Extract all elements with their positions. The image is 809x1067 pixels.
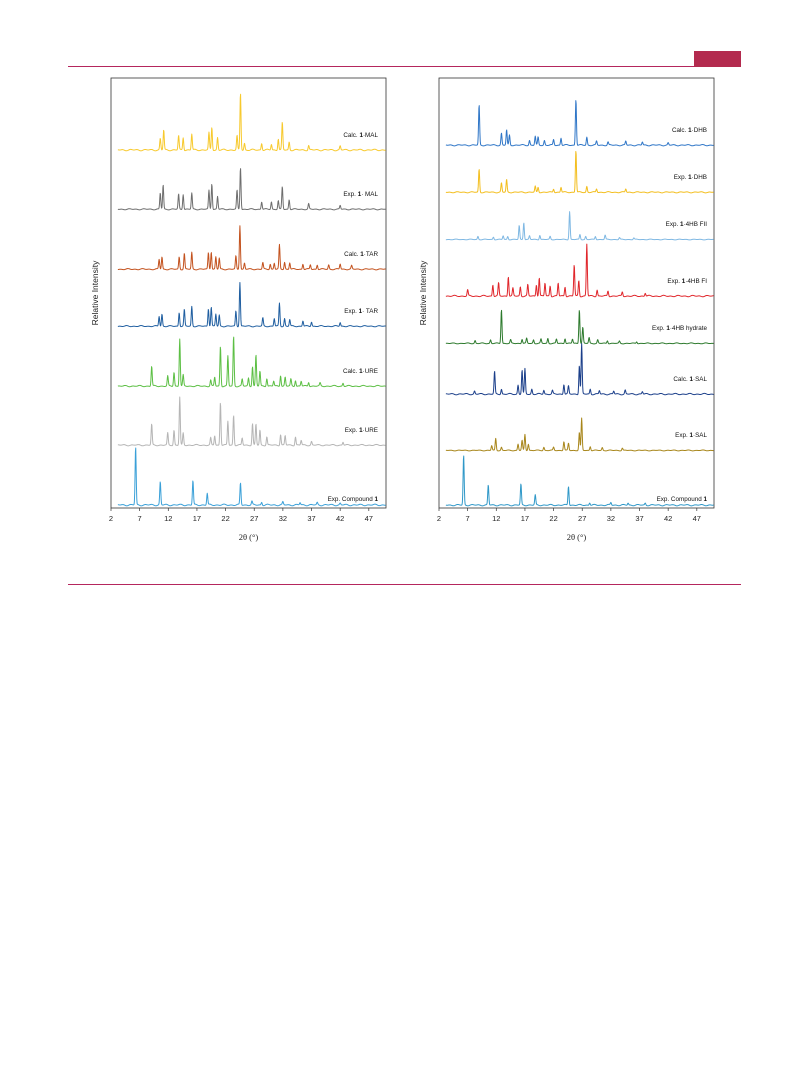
trace-label: Exp. Compound 1	[328, 496, 379, 503]
x-tick-label: 2	[109, 514, 113, 523]
x-tick-label: 7	[466, 514, 470, 523]
x-axis-title: 2θ (°)	[567, 532, 587, 542]
trace-1-5	[445, 343, 714, 396]
trace-label: Calc. 1·DHB	[672, 127, 707, 134]
trace-0-6	[117, 447, 386, 507]
x-tick-label: 32	[279, 514, 287, 523]
trace-1-6	[445, 417, 714, 452]
trace-0-0	[117, 93, 386, 152]
trace-0-4	[117, 336, 386, 388]
trace-0-5	[117, 396, 386, 447]
trace-label: Calc. 1·URE	[343, 368, 378, 375]
trace-label: Exp. 1· TAR	[344, 308, 378, 315]
trace-label: Calc. 1·MAL	[343, 132, 378, 139]
trace-label: Calc. 1·TAR	[344, 251, 378, 258]
plot-frame	[438, 77, 715, 509]
trace-label: Calc. 1·SAL	[673, 376, 707, 383]
trace-1-4	[445, 309, 714, 345]
x-tick-label: 17	[521, 514, 529, 523]
plot-frame	[110, 77, 387, 509]
trace-label: Exp. 1·URE	[345, 427, 378, 434]
x-tick-label: 12	[492, 514, 500, 523]
trace-1-1	[445, 150, 714, 194]
trace-label: Exp. 1·4HB FI	[667, 278, 707, 285]
footer-rule	[68, 584, 741, 585]
x-tick-label: 7	[138, 514, 142, 523]
trace-label: Exp. 1·4HB FII	[666, 221, 708, 228]
trace-1-3	[445, 243, 714, 298]
trace-1-0	[445, 100, 714, 147]
header-tab	[694, 51, 741, 67]
trace-label: Exp. 1·SAL	[675, 432, 707, 439]
trace-1-7	[445, 455, 714, 507]
header-rule	[68, 66, 741, 67]
trace-label: Exp. 1· MAL	[343, 191, 378, 198]
x-tick-label: 22	[549, 514, 557, 523]
x-axis-title: 2θ (°)	[239, 532, 259, 542]
trace-label: Exp. 1·4HB hydrate	[652, 325, 707, 332]
trace-0-2	[117, 225, 386, 271]
trace-label: Exp. 1·DHB	[674, 174, 707, 181]
x-tick-label: 2	[437, 514, 441, 523]
trace-0-3	[117, 282, 386, 328]
x-tick-label: 17	[193, 514, 201, 523]
y-axis-title: Relative Intensity	[90, 260, 100, 325]
y-axis-title: Relative Intensity	[418, 260, 428, 325]
x-tick-label: 42	[664, 514, 672, 523]
x-tick-label: 27	[578, 514, 586, 523]
x-tick-label: 42	[336, 514, 344, 523]
x-tick-label: 37	[307, 514, 315, 523]
trace-0-1	[117, 168, 386, 211]
x-tick-label: 22	[221, 514, 229, 523]
x-tick-label: 47	[693, 514, 701, 523]
x-tick-label: 47	[365, 514, 373, 523]
trace-label: Exp. Compound 1	[657, 496, 708, 503]
x-tick-label: 27	[250, 514, 258, 523]
x-tick-label: 12	[164, 514, 172, 523]
trace-1-2	[445, 211, 714, 241]
x-tick-label: 32	[607, 514, 615, 523]
x-tick-label: 37	[635, 514, 643, 523]
